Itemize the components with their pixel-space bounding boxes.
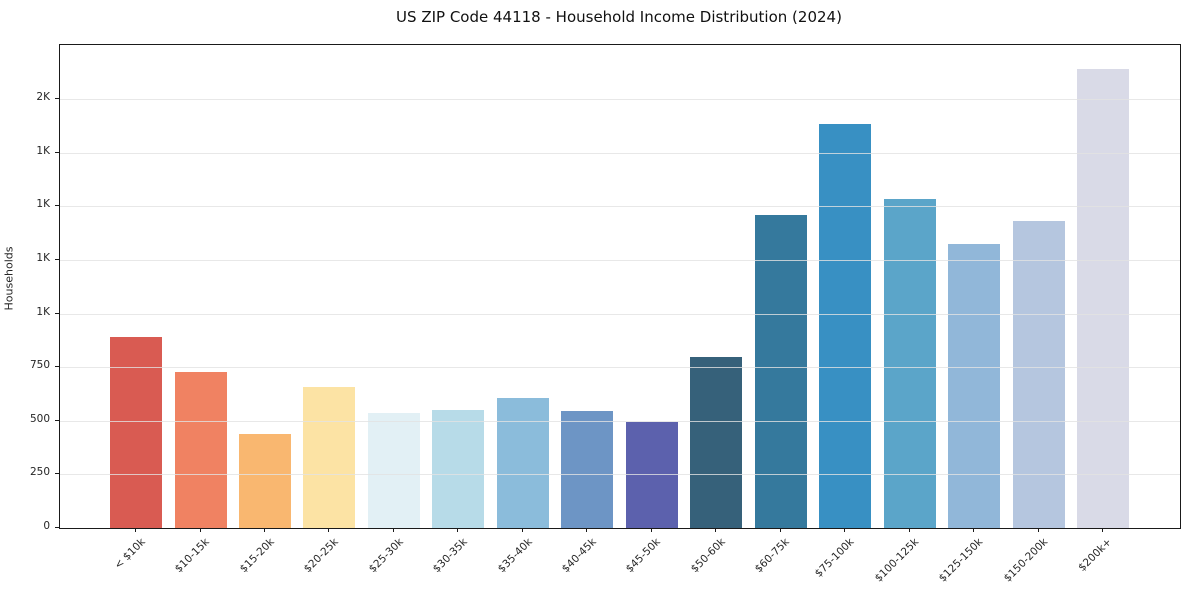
gridline [60,474,1180,476]
x-tick-mark [650,528,652,532]
gridline [60,313,1180,315]
x-tick-mark [199,528,201,532]
gridline [60,260,1180,261]
x-tick-mark [586,528,588,532]
x-tick-label: $15-20k [237,536,277,576]
x-tick-mark [135,528,136,532]
x-tick-mark [844,528,846,532]
bar [561,411,614,528]
x-tick-mark [1102,528,1103,532]
bar [496,398,549,528]
y-tick-label: 2K [36,91,50,104]
y-tick-mark [55,98,59,100]
y-tick-mark [55,312,59,314]
x-tick-mark [908,528,910,532]
y-tick-label: 0 [43,520,50,532]
x-tick-mark [1037,528,1039,532]
x-tick-label: < $10k [111,536,148,572]
y-tick-mark [55,259,59,260]
x-tick-label: $75-100k [812,536,857,580]
x-tick-mark [521,528,523,532]
y-tick-mark [55,366,59,368]
x-tick-label: $60-75k [753,536,793,576]
y-tick-mark [55,419,59,421]
y-tick-label: 500 [29,412,50,425]
x-tick-label: $10-15k [172,536,212,576]
bar [238,433,291,528]
chart-title: US ZIP Code 44118 - Household Income Dis… [396,8,842,26]
bar [1077,69,1129,528]
y-tick-label: 750 [29,359,50,372]
bar [690,356,743,528]
y-tick-mark [55,473,59,475]
y-tick-mark [55,205,59,207]
bar [303,386,356,528]
bar [367,413,420,528]
gridline [60,206,1180,208]
x-tick-mark [263,528,265,532]
y-tick-label: 1K [36,305,50,318]
x-tick-mark [392,528,394,532]
y-tick-label: 1K [36,198,50,211]
y-tick-mark [55,151,59,153]
y-tick-label: 250 [29,466,50,479]
x-tick-label: $125-150k [937,536,986,585]
x-tick-label: $200k+ [1076,536,1115,574]
bar [432,410,485,528]
bar [110,337,162,528]
x-tick-label: $20-25k [301,536,341,576]
bar [1012,221,1065,528]
y-tick-mark [55,527,59,528]
bar [754,215,807,528]
bar [174,371,227,528]
bar [948,243,1001,528]
bar [883,198,936,528]
x-tick-label: $40-45k [559,536,599,576]
x-tick-mark [779,528,781,532]
x-tick-mark [457,528,459,532]
gridline [60,367,1180,369]
x-tick-label: $35-40k [495,536,535,576]
plot-area [59,44,1181,529]
gridline [60,99,1180,101]
x-tick-label: $25-30k [366,536,406,576]
x-tick-mark [973,528,975,532]
x-tick-label: $30-35k [430,536,470,576]
x-tick-label: $150-200k [1001,536,1050,585]
x-tick-label: $100-125k [872,536,922,585]
x-tick-label: $50-60k [688,536,728,576]
gridline [60,420,1180,422]
y-tick-label: 1K [36,252,50,264]
y-tick-label: 1K [36,144,50,157]
x-tick-mark [328,528,330,532]
x-tick-mark [715,528,717,532]
gridline [60,152,1180,154]
x-tick-label: $45-50k [624,536,664,576]
bar [819,123,872,528]
